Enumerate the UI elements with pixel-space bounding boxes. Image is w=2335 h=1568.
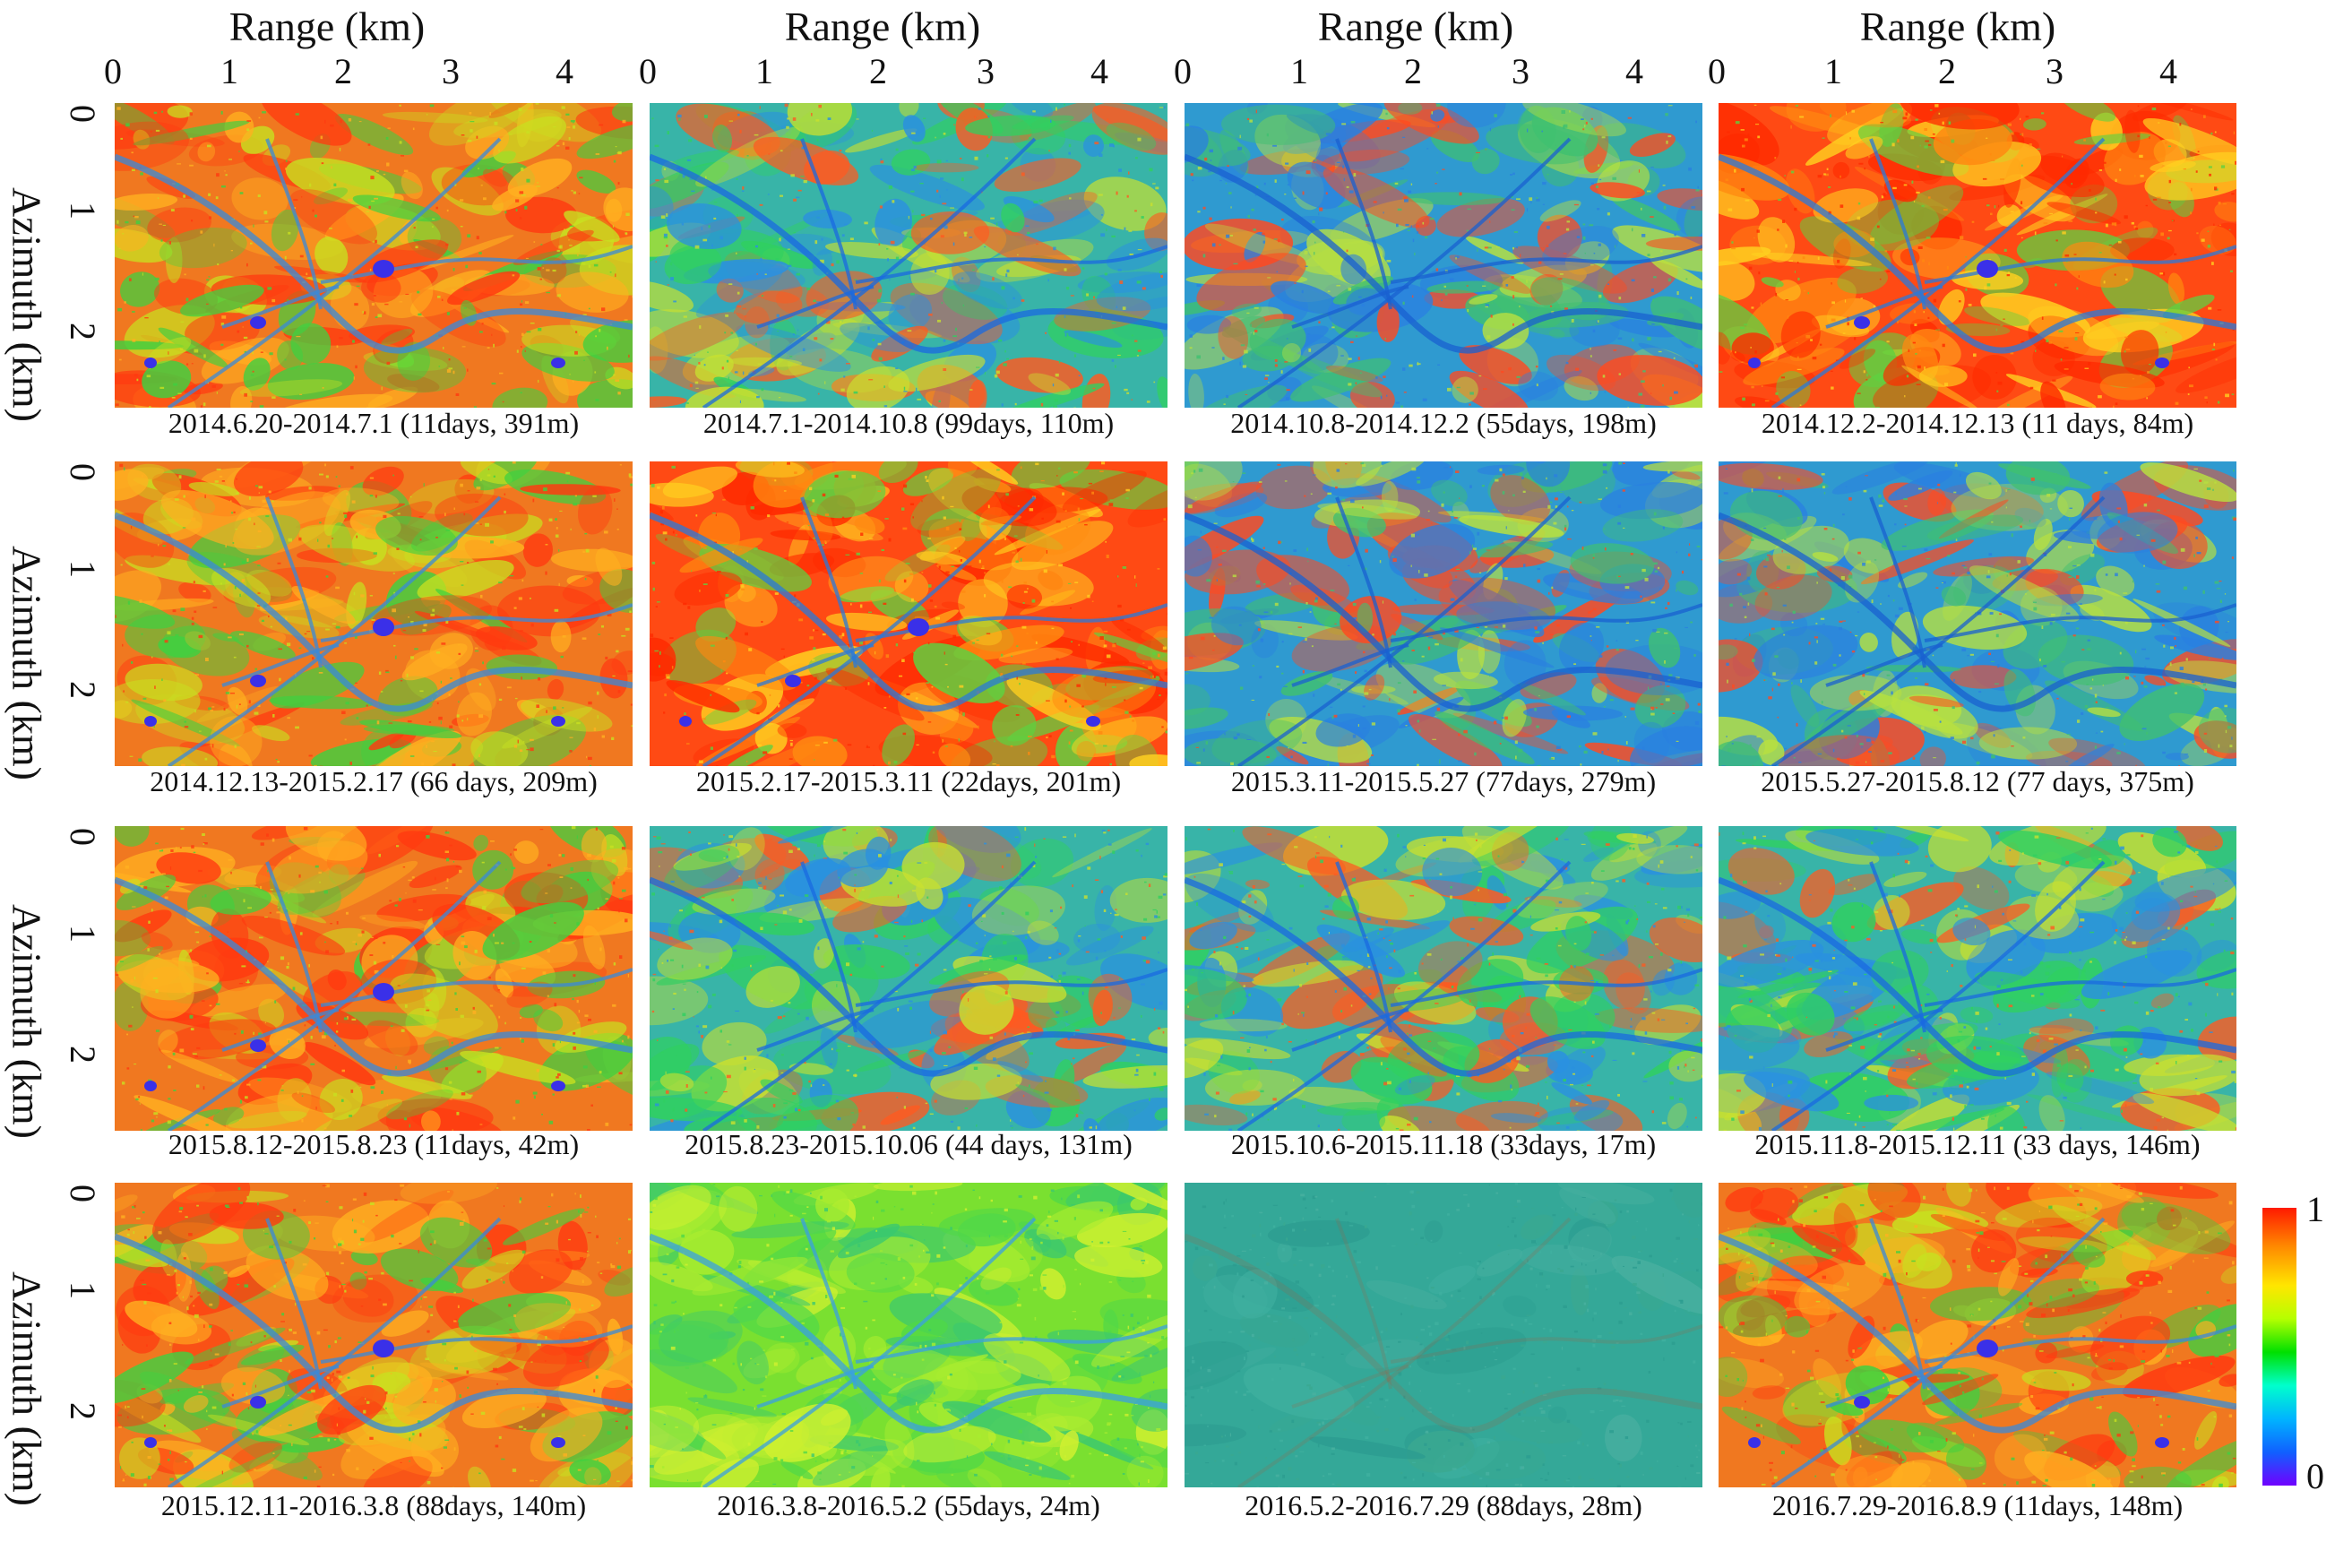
coherence-map-panel bbox=[650, 103, 1168, 408]
coherence-map-panel bbox=[115, 461, 633, 766]
range-tick-label: 0 bbox=[95, 49, 131, 94]
panel-caption: 2014.12.13-2015.2.17 (66 days, 209m) bbox=[105, 763, 642, 799]
coherence-map-panel bbox=[650, 461, 1168, 766]
azimuth-axis-title: Azimuth (km) bbox=[0, 125, 54, 484]
panel-caption: 2015.5.27-2015.8.12 (77 days, 375m) bbox=[1709, 763, 2246, 799]
colorbar-max-label: 1 bbox=[2306, 1192, 2324, 1228]
range-tick-label: 3 bbox=[433, 49, 469, 94]
range-tick-label: 1 bbox=[1281, 49, 1317, 94]
colorbar bbox=[2262, 1208, 2296, 1486]
range-axis-title: Range (km) bbox=[730, 0, 1035, 54]
azimuth-tick-label: 0 bbox=[65, 454, 100, 490]
azimuth-tick-label: 0 bbox=[65, 819, 100, 855]
range-axis-title: Range (km) bbox=[1263, 0, 1568, 54]
range-axis-title: Range (km) bbox=[175, 0, 479, 54]
azimuth-tick-label: 2 bbox=[65, 1393, 100, 1429]
azimuth-tick-label: 1 bbox=[65, 1272, 100, 1308]
range-tick-label: 1 bbox=[746, 49, 782, 94]
panel-caption: 2015.2.17-2015.3.11 (22days, 201m) bbox=[640, 763, 1177, 799]
range-tick-label: 2 bbox=[1929, 49, 1965, 94]
coherence-map-panel bbox=[1185, 1183, 1702, 1487]
range-tick-label: 3 bbox=[2037, 49, 2072, 94]
panel-caption: 2014.12.2-2014.12.13 (11 days, 84m) bbox=[1709, 405, 2246, 441]
panel-caption: 2015.3.11-2015.5.27 (77days, 279m) bbox=[1175, 763, 1712, 799]
range-tick-label: 2 bbox=[1395, 49, 1431, 94]
coherence-map-panel bbox=[1185, 461, 1702, 766]
coherence-map-panel bbox=[1719, 461, 2236, 766]
panel-caption: 2014.10.8-2014.12.2 (55days, 198m) bbox=[1175, 405, 1712, 441]
panel-caption: 2015.8.23-2015.10.06 (44 days, 131m) bbox=[640, 1126, 1177, 1162]
panel-caption: 2016.5.2-2016.7.29 (88days, 28m) bbox=[1175, 1487, 1712, 1523]
range-tick-label: 2 bbox=[860, 49, 896, 94]
range-tick-label: 4 bbox=[1081, 49, 1117, 94]
azimuth-tick-label: 2 bbox=[65, 672, 100, 708]
azimuth-tick-label: 1 bbox=[65, 193, 100, 228]
panel-caption: 2014.7.1-2014.10.8 (99days, 110m) bbox=[640, 405, 1177, 441]
azimuth-axis-title: Azimuth (km) bbox=[0, 484, 54, 842]
panel-caption: 2015.12.11-2016.3.8 (88days, 140m) bbox=[105, 1487, 642, 1523]
range-tick-label: 0 bbox=[1699, 49, 1735, 94]
range-tick-label: 3 bbox=[968, 49, 1004, 94]
range-tick-label: 4 bbox=[2150, 49, 2186, 94]
range-tick-label: 4 bbox=[1616, 49, 1652, 94]
range-tick-label: 0 bbox=[1165, 49, 1201, 94]
coherence-map-panel bbox=[1185, 103, 1702, 408]
coherence-map-panel bbox=[115, 826, 633, 1131]
azimuth-tick-label: 1 bbox=[65, 551, 100, 587]
coherence-map-panel bbox=[1185, 826, 1702, 1131]
panel-caption: 2015.10.6-2015.11.18 (33days, 17m) bbox=[1175, 1126, 1712, 1162]
range-tick-label: 1 bbox=[211, 49, 247, 94]
coherence-map-panel bbox=[1719, 103, 2236, 408]
azimuth-tick-label: 0 bbox=[65, 96, 100, 132]
coherence-map-panel bbox=[1719, 1183, 2236, 1487]
coherence-map-panel bbox=[650, 1183, 1168, 1487]
azimuth-axis-title: Azimuth (km) bbox=[0, 1210, 54, 1568]
azimuth-tick-label: 0 bbox=[65, 1176, 100, 1211]
coherence-map-panel bbox=[1719, 826, 2236, 1131]
range-tick-label: 3 bbox=[1503, 49, 1538, 94]
range-axis-title: Range (km) bbox=[1805, 0, 2110, 54]
panel-caption: 2015.8.12-2015.8.23 (11days, 42m) bbox=[105, 1126, 642, 1162]
panel-caption: 2015.11.8-2015.12.11 (33 days, 146m) bbox=[1709, 1126, 2246, 1162]
azimuth-tick-label: 2 bbox=[65, 1037, 100, 1073]
range-tick-label: 0 bbox=[630, 49, 666, 94]
coherence-map-panel bbox=[650, 826, 1168, 1131]
azimuth-tick-label: 1 bbox=[65, 916, 100, 952]
range-tick-label: 4 bbox=[547, 49, 582, 94]
panel-caption: 2014.6.20-2014.7.1 (11days, 391m) bbox=[105, 405, 642, 441]
panel-caption: 2016.3.8-2016.5.2 (55days, 24m) bbox=[640, 1487, 1177, 1523]
coherence-map-panel bbox=[115, 103, 633, 408]
range-tick-label: 1 bbox=[1815, 49, 1851, 94]
panel-caption: 2016.7.29-2016.8.9 (11days, 148m) bbox=[1709, 1487, 2246, 1523]
range-tick-label: 2 bbox=[325, 49, 361, 94]
coherence-map-panel bbox=[115, 1183, 633, 1487]
azimuth-tick-label: 2 bbox=[65, 314, 100, 349]
colorbar-min-label: 0 bbox=[2306, 1459, 2324, 1495]
azimuth-axis-title: Azimuth (km) bbox=[0, 842, 54, 1201]
